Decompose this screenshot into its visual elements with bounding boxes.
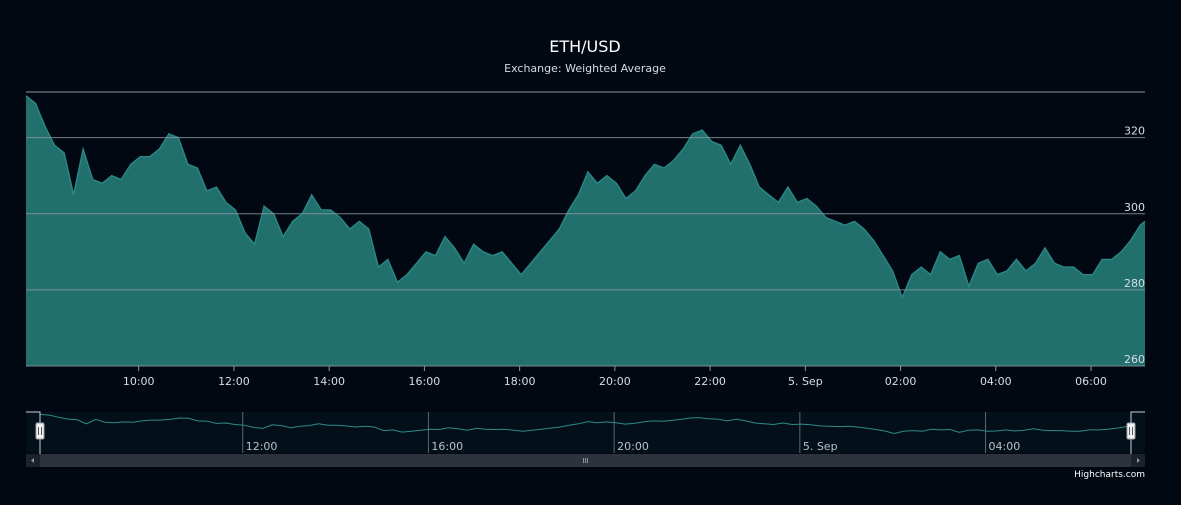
x-tick-label: 22:00	[694, 375, 726, 388]
x-tick-label: 20:00	[599, 375, 631, 388]
y-tick-label: 280	[1124, 277, 1145, 290]
y-tick-label: 260	[1124, 353, 1145, 366]
handle-grip[interactable]	[1126, 422, 1136, 440]
x-tick-label: 04:00	[980, 375, 1012, 388]
navigator-tick-label: 04:00	[989, 440, 1021, 453]
scroll-right-arrow-icon[interactable]	[1137, 458, 1140, 463]
navigator-handle-left[interactable]	[35, 422, 45, 440]
chart-title: ETH/USD	[549, 37, 621, 56]
navigator-tick-label: 20:00	[617, 440, 649, 453]
y-axis: 260 280 300 320	[26, 125, 1145, 367]
series-area	[26, 95, 1145, 367]
main-plot[interactable]	[25, 91, 1146, 367]
scroll-left-arrow-icon[interactable]	[31, 458, 34, 463]
navigator-tick-label: 16:00	[431, 440, 463, 453]
y-tick-label: 320	[1124, 125, 1145, 138]
navigator[interactable]: 12:00 16:00 20:00 5. Sep 04:00	[26, 411, 1145, 467]
x-tick-label: 12:00	[218, 375, 250, 388]
chart-subtitle: Exchange: Weighted Average	[504, 62, 666, 75]
y-tick-label: 300	[1124, 201, 1145, 214]
navigator-tick-label: 5. Sep	[803, 440, 838, 453]
x-tick-label: 10:00	[123, 375, 155, 388]
handle-grip[interactable]	[35, 422, 45, 440]
x-tick-label: 18:00	[504, 375, 536, 388]
x-tick-label: 5. Sep	[788, 375, 823, 388]
navigator-tick-label: 12:00	[246, 440, 278, 453]
x-tick-label: 14:00	[313, 375, 345, 388]
scrollbar[interactable]	[26, 454, 1145, 467]
navigator-series-line	[39, 413, 1132, 435]
x-axis: 10:00 12:00 14:00 16:00 18:00 20:00 22:00 5. Se…	[123, 366, 1107, 388]
x-tick-label: 16:00	[409, 375, 441, 388]
series-line	[25, 95, 1146, 300]
navigator-background	[26, 412, 1145, 453]
navigator-handle-right[interactable]	[1126, 422, 1136, 440]
credits-link[interactable]: Highcharts.com	[1074, 470, 1145, 480]
x-tick-label: 02:00	[885, 375, 917, 388]
x-tick-label: 06:00	[1075, 375, 1107, 388]
